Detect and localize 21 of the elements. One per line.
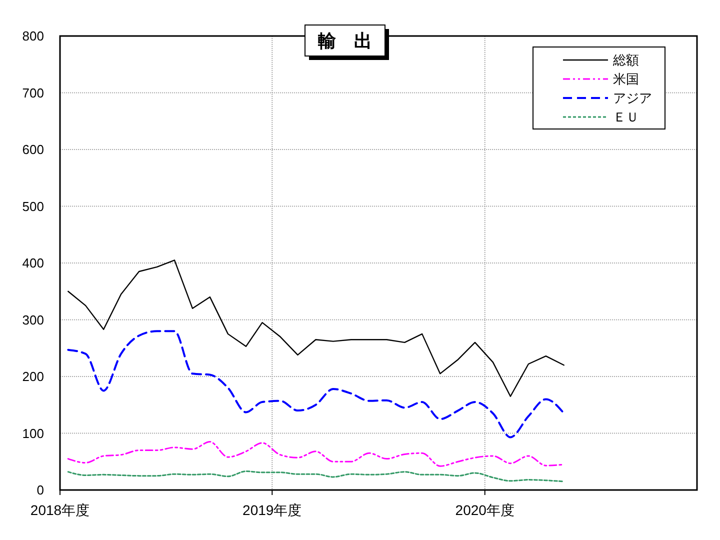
- legend-label: 総額: [612, 52, 639, 68]
- y-tick-label: 100: [22, 426, 44, 441]
- y-tick-label: 500: [22, 198, 44, 214]
- y-tick-label: 600: [22, 142, 44, 158]
- line-series: [68, 260, 565, 397]
- y-tick-label: 300: [22, 312, 44, 328]
- line-series: [67, 470, 565, 482]
- x-tick-label: 2018年度: [30, 502, 90, 518]
- x-tick-label: 2019年度: [242, 502, 302, 518]
- y-tick-label: 200: [22, 369, 44, 384]
- y-tick-label: 400: [22, 256, 44, 271]
- legend-label: ＥＵ: [613, 110, 639, 125]
- y-tick-label: 800: [22, 28, 44, 44]
- legend-label: 米国: [613, 72, 639, 87]
- chart-title: 輸 出: [317, 31, 372, 51]
- legend-label: アジア: [613, 90, 652, 106]
- line-series: [67, 441, 565, 467]
- x-tick-label: 2020年度: [455, 502, 514, 518]
- line-series: [67, 330, 565, 438]
- y-tick-label: 700: [22, 85, 44, 100]
- y-tick-label: 0: [36, 482, 44, 498]
